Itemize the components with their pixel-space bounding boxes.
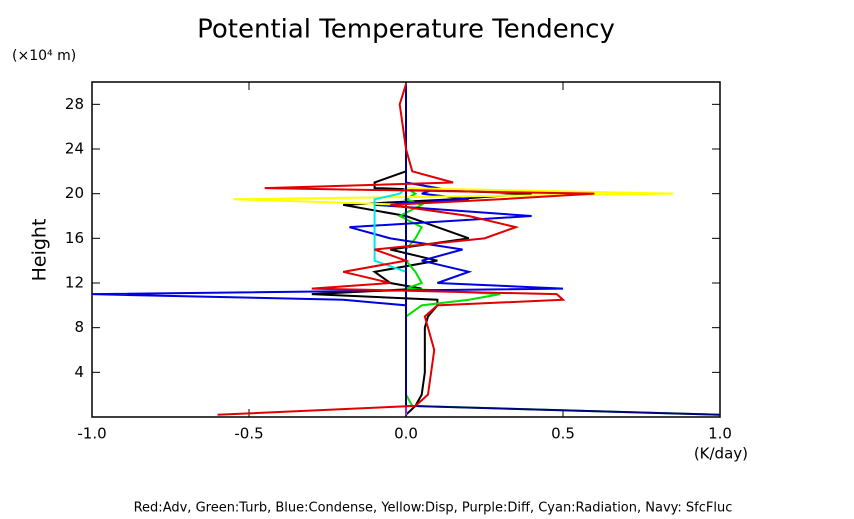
y-axis-label: Height [29, 219, 51, 282]
x-tick-label: 1.0 [708, 425, 732, 443]
y-tick-label: 28 [65, 95, 84, 113]
x-unit: (K/day) [694, 445, 748, 463]
y-tick-label: 20 [65, 184, 84, 202]
x-tick-label: 0.0 [394, 425, 418, 443]
x-tick-label: 0.5 [551, 425, 575, 443]
y-tick-label: 12 [65, 274, 84, 292]
x-tick-label: -1.0 [77, 425, 106, 443]
series-line [91, 84, 564, 415]
y-tick-label: 16 [65, 229, 84, 247]
x-tick-label: -0.5 [234, 425, 263, 443]
chart-title: Potential Temperature Tendency [197, 15, 615, 45]
series-line [311, 84, 532, 416]
series-line [397, 84, 721, 416]
series-line [233, 84, 673, 415]
series-line [217, 83, 595, 416]
legend-text: Red:Adv, Green:Turb, Blue:Condense, Yell… [134, 501, 733, 516]
y-tick-label: 24 [65, 140, 84, 158]
y-tick-label: 8 [74, 318, 84, 336]
y-unit: (×10⁴ m) [12, 48, 76, 64]
y-tick-label: 4 [74, 363, 84, 381]
series-line [405, 84, 721, 416]
